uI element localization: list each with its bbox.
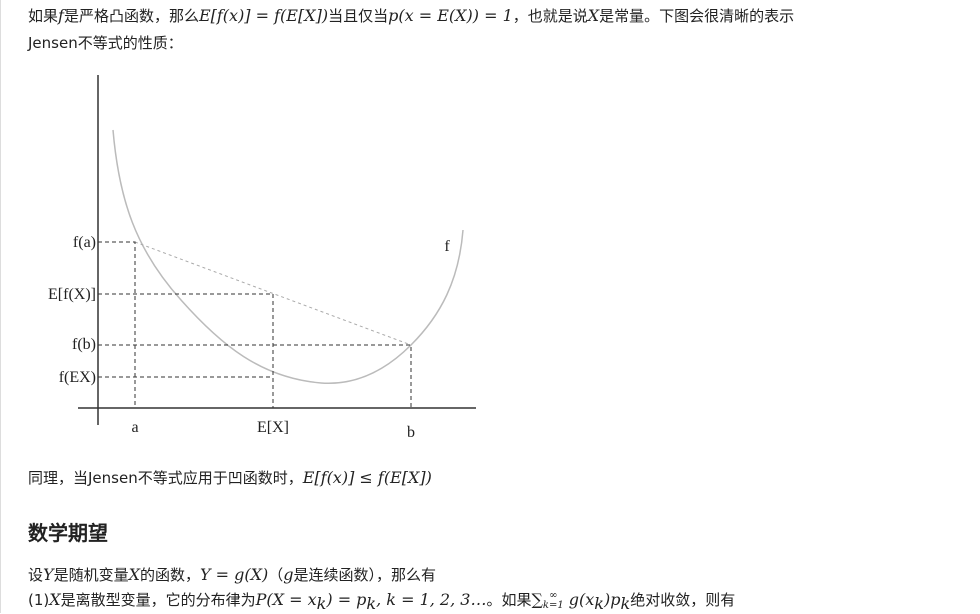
math: , k = 1, 2, 3… xyxy=(376,590,487,609)
math: k=1 xyxy=(542,599,564,611)
math: ∞ xyxy=(549,589,558,601)
paragraph: 同理，当Jensen不等式应用于凹函数时，E[f(x)] ≤ f(E[X]) xyxy=(28,468,432,488)
text: 设 xyxy=(28,566,44,584)
text: 是常量。下图会很清晰的表示 xyxy=(599,7,795,25)
math: k xyxy=(316,594,327,613)
math: f xyxy=(58,6,64,25)
paragraph: 如果f是严格凸函数，那么E[f(x)] = f(E[X])当且仅当p(x = E… xyxy=(28,6,794,26)
text: 当且仅当 xyxy=(328,7,389,25)
y-label: f(a) xyxy=(73,234,96,251)
sum-limits: ∞ k=1 xyxy=(542,589,564,611)
text: 同理，当Jensen不等式应用于凹函数时， xyxy=(28,469,303,487)
paragraph: Jensen不等式的性质： xyxy=(28,34,183,52)
text: 是离散型变量，它的分布律为 xyxy=(60,591,256,609)
x-label: E[X] xyxy=(257,419,289,436)
text: 是连续函数），那么有 xyxy=(293,566,437,584)
math: Y = g(X) xyxy=(200,565,269,584)
math: p(x = E(X)) = 1 xyxy=(388,6,513,25)
heading: 数学期望 xyxy=(28,521,108,545)
text: 的函数， xyxy=(139,566,200,584)
math: ) = p xyxy=(326,590,367,609)
math: E[f(x)] = f(E[X]) xyxy=(198,6,329,25)
y-label: E[f(X)] xyxy=(48,286,96,303)
math: k xyxy=(594,594,604,613)
text: 是严格凸函数，那么 xyxy=(63,7,199,25)
x-label: b xyxy=(407,424,415,441)
jensen-figure: f(a) E[f(X)] f(b) f(EX) a E[X] b f xyxy=(48,75,476,441)
paragraph: 设Y是随机变量X的函数，Y = g(X)（g是连续函数），那么有 xyxy=(28,565,436,585)
math: k xyxy=(620,594,631,613)
math: X xyxy=(587,6,600,25)
math: E[f(x)] ≤ f(E[X]) xyxy=(302,468,432,487)
y-label: f(b) xyxy=(72,336,96,353)
math: g xyxy=(283,565,294,584)
chord xyxy=(134,241,412,346)
curve-label: f xyxy=(444,238,450,255)
text: 。如果 xyxy=(486,591,532,609)
paragraph: (1)X是离散型变量，它的分布律为P(X = xk) = pk, k = 1, … xyxy=(28,590,735,614)
math: P(X = x xyxy=(255,590,317,609)
math: ∑ xyxy=(531,590,543,609)
text: 绝对收敛，则有 xyxy=(630,591,736,609)
math: Y xyxy=(43,565,54,584)
text: (1) xyxy=(28,591,50,609)
math: X xyxy=(49,590,61,609)
curve xyxy=(112,129,464,384)
math: )p xyxy=(604,590,621,609)
math: k xyxy=(366,594,377,613)
math: g(x xyxy=(563,590,595,609)
y-label: f(EX) xyxy=(59,369,96,386)
x-label: a xyxy=(131,419,138,436)
text: ，也就是说 xyxy=(512,7,588,25)
guides xyxy=(98,241,412,408)
text: 如果 xyxy=(28,7,59,25)
text: 是随机变量 xyxy=(53,566,129,584)
math: X xyxy=(128,565,140,584)
text: （ xyxy=(268,566,284,584)
